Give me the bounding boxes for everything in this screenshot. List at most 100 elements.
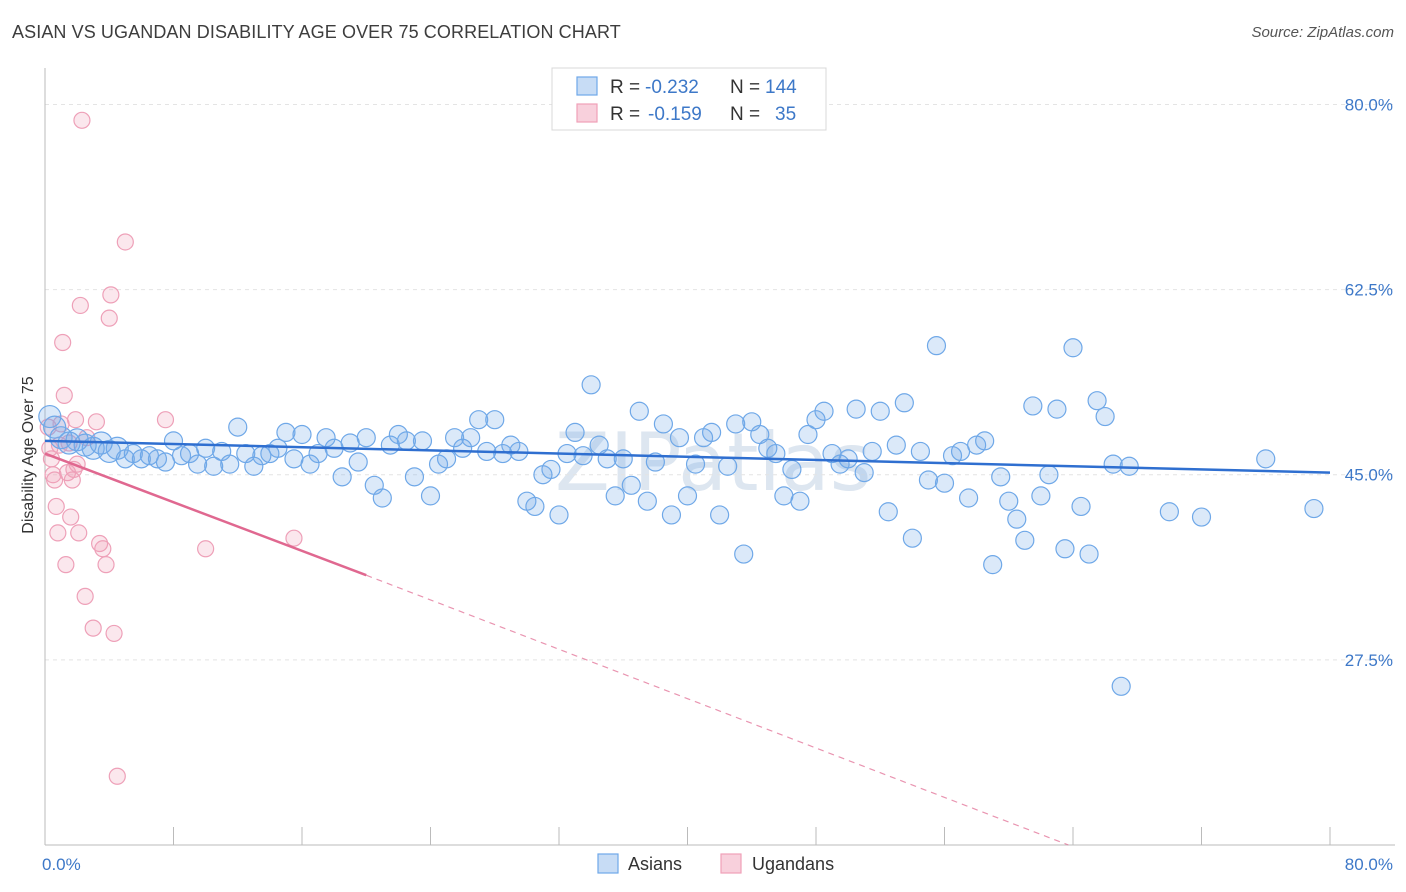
asians-point-128 bbox=[1063, 338, 1083, 358]
ugandans-point-14 bbox=[62, 508, 80, 526]
asians-point-127 bbox=[1055, 539, 1075, 559]
ugandans-point-28 bbox=[97, 556, 115, 574]
asians-point-102 bbox=[854, 463, 874, 483]
ugandans-point-19 bbox=[70, 524, 88, 542]
x-tick-labels: 0.0% 80.0% bbox=[42, 855, 1393, 874]
legend-n-label-asians: N = bbox=[730, 77, 760, 98]
ugandans-point-27 bbox=[94, 540, 112, 558]
asians-point-29 bbox=[268, 438, 288, 458]
asians-point-107 bbox=[894, 393, 914, 413]
asians-point-80 bbox=[677, 486, 698, 506]
asians-point-48 bbox=[420, 486, 441, 506]
asians-point-126 bbox=[1047, 399, 1067, 419]
ugandans-point-5 bbox=[47, 497, 65, 516]
asians-point-31 bbox=[284, 449, 304, 469]
legend-r-label-asians: R = bbox=[610, 77, 640, 98]
asians-point-130 bbox=[1079, 544, 1099, 564]
asians-point-115 bbox=[958, 488, 979, 508]
asians-point-117 bbox=[975, 431, 995, 451]
ugandans-point-29 bbox=[100, 309, 118, 327]
asians-point-122 bbox=[1015, 530, 1035, 550]
asians-point-68 bbox=[581, 375, 601, 395]
ugandans-point-35 bbox=[197, 540, 215, 558]
asians-point-71 bbox=[605, 486, 625, 506]
asians-point-125 bbox=[1039, 465, 1059, 485]
ugandans-point-4 bbox=[46, 471, 64, 489]
ugandans-point-26 bbox=[91, 534, 109, 553]
asians-point-84 bbox=[710, 505, 730, 525]
asians-point-78 bbox=[661, 505, 682, 525]
legend-swatch-asians bbox=[576, 76, 598, 96]
asians-point-111 bbox=[926, 336, 947, 356]
asians-point-77 bbox=[653, 414, 674, 434]
asians-point-94 bbox=[790, 491, 810, 511]
asians-point-136 bbox=[1159, 502, 1179, 522]
ugandans-point-17 bbox=[66, 411, 85, 429]
asians-point-47 bbox=[412, 431, 433, 451]
asians-point-15 bbox=[155, 452, 176, 472]
grid-lines bbox=[45, 103, 1395, 661]
legend-r-value-asians: -0.232 bbox=[645, 77, 699, 98]
asians-point-63 bbox=[541, 459, 561, 480]
asians-point-139 bbox=[1304, 498, 1324, 519]
asians-point-134 bbox=[1111, 676, 1131, 696]
asians-point-124 bbox=[1031, 486, 1051, 506]
asians-point-132 bbox=[1095, 406, 1115, 427]
ugandans-point-31 bbox=[105, 624, 123, 643]
ugandans-point-22 bbox=[76, 587, 94, 605]
source-label: Source: ZipAtlas.com bbox=[1251, 24, 1394, 41]
asians-point-54 bbox=[469, 410, 489, 430]
asians-point-119 bbox=[991, 467, 1011, 487]
y-axis-label: Disability Age Over 75 bbox=[20, 376, 37, 534]
axes bbox=[44, 68, 1395, 846]
asians-point-101 bbox=[846, 399, 866, 419]
asians-point-61 bbox=[525, 496, 545, 517]
asians-point-70 bbox=[597, 449, 617, 469]
asians-point-75 bbox=[637, 491, 657, 511]
asians-point-17 bbox=[171, 446, 192, 466]
ugandans-point-11 bbox=[57, 556, 75, 574]
asians-point-23 bbox=[220, 454, 240, 474]
asians-point-129 bbox=[1071, 496, 1091, 517]
asians-point-118 bbox=[983, 555, 1003, 575]
asians-point-67 bbox=[573, 446, 593, 466]
asians-point-64 bbox=[549, 505, 569, 525]
asians-point-92 bbox=[774, 486, 794, 506]
asians-point-114 bbox=[950, 441, 971, 462]
asians-point-33 bbox=[300, 454, 320, 474]
asians-point-100 bbox=[838, 449, 858, 469]
asians-point-104 bbox=[870, 401, 890, 421]
asians-point-24 bbox=[228, 417, 248, 437]
asians-point-131 bbox=[1087, 391, 1107, 411]
y-tick-label-0: 27.5% bbox=[1345, 651, 1393, 670]
asians-point-123 bbox=[1023, 396, 1043, 416]
asians-point-56 bbox=[485, 410, 505, 430]
asians-point-109 bbox=[910, 441, 931, 462]
legend-n-value-ugandans: 35 bbox=[775, 104, 796, 125]
asians-point-66 bbox=[565, 422, 585, 443]
y-tick-label-2: 62.5% bbox=[1345, 281, 1393, 300]
asians-point-121 bbox=[1007, 509, 1027, 529]
ugandans-point-36 bbox=[285, 529, 303, 547]
asians-point-30 bbox=[276, 422, 296, 443]
asians-point-86 bbox=[726, 414, 746, 434]
ugandans-point-30 bbox=[102, 286, 120, 304]
ugandans-point-21 bbox=[73, 111, 91, 129]
y-tick-label-1: 45.0% bbox=[1345, 466, 1393, 485]
series-asians bbox=[38, 336, 1324, 696]
trend-lines bbox=[44, 439, 1331, 846]
ugandans-point-32 bbox=[108, 767, 126, 785]
series-ugandans bbox=[39, 111, 303, 785]
asians-point-83 bbox=[701, 422, 722, 443]
asians-point-112 bbox=[934, 473, 955, 493]
ugandans-trend-line bbox=[44, 452, 367, 577]
asians-point-19 bbox=[187, 454, 208, 474]
asians-point-85 bbox=[718, 456, 738, 476]
legend-r-value-ugandans: -0.159 bbox=[648, 104, 702, 125]
chart-title: ASIAN VS UGANDAN DISABILITY AGE OVER 75 … bbox=[12, 22, 621, 42]
bottom-legend-ugandans: Ugandans bbox=[752, 854, 834, 874]
y-tick-label-3: 80.0% bbox=[1345, 95, 1393, 114]
ugandans-point-33 bbox=[116, 233, 134, 251]
asians-point-95 bbox=[798, 424, 818, 445]
asians-point-110 bbox=[918, 470, 939, 490]
